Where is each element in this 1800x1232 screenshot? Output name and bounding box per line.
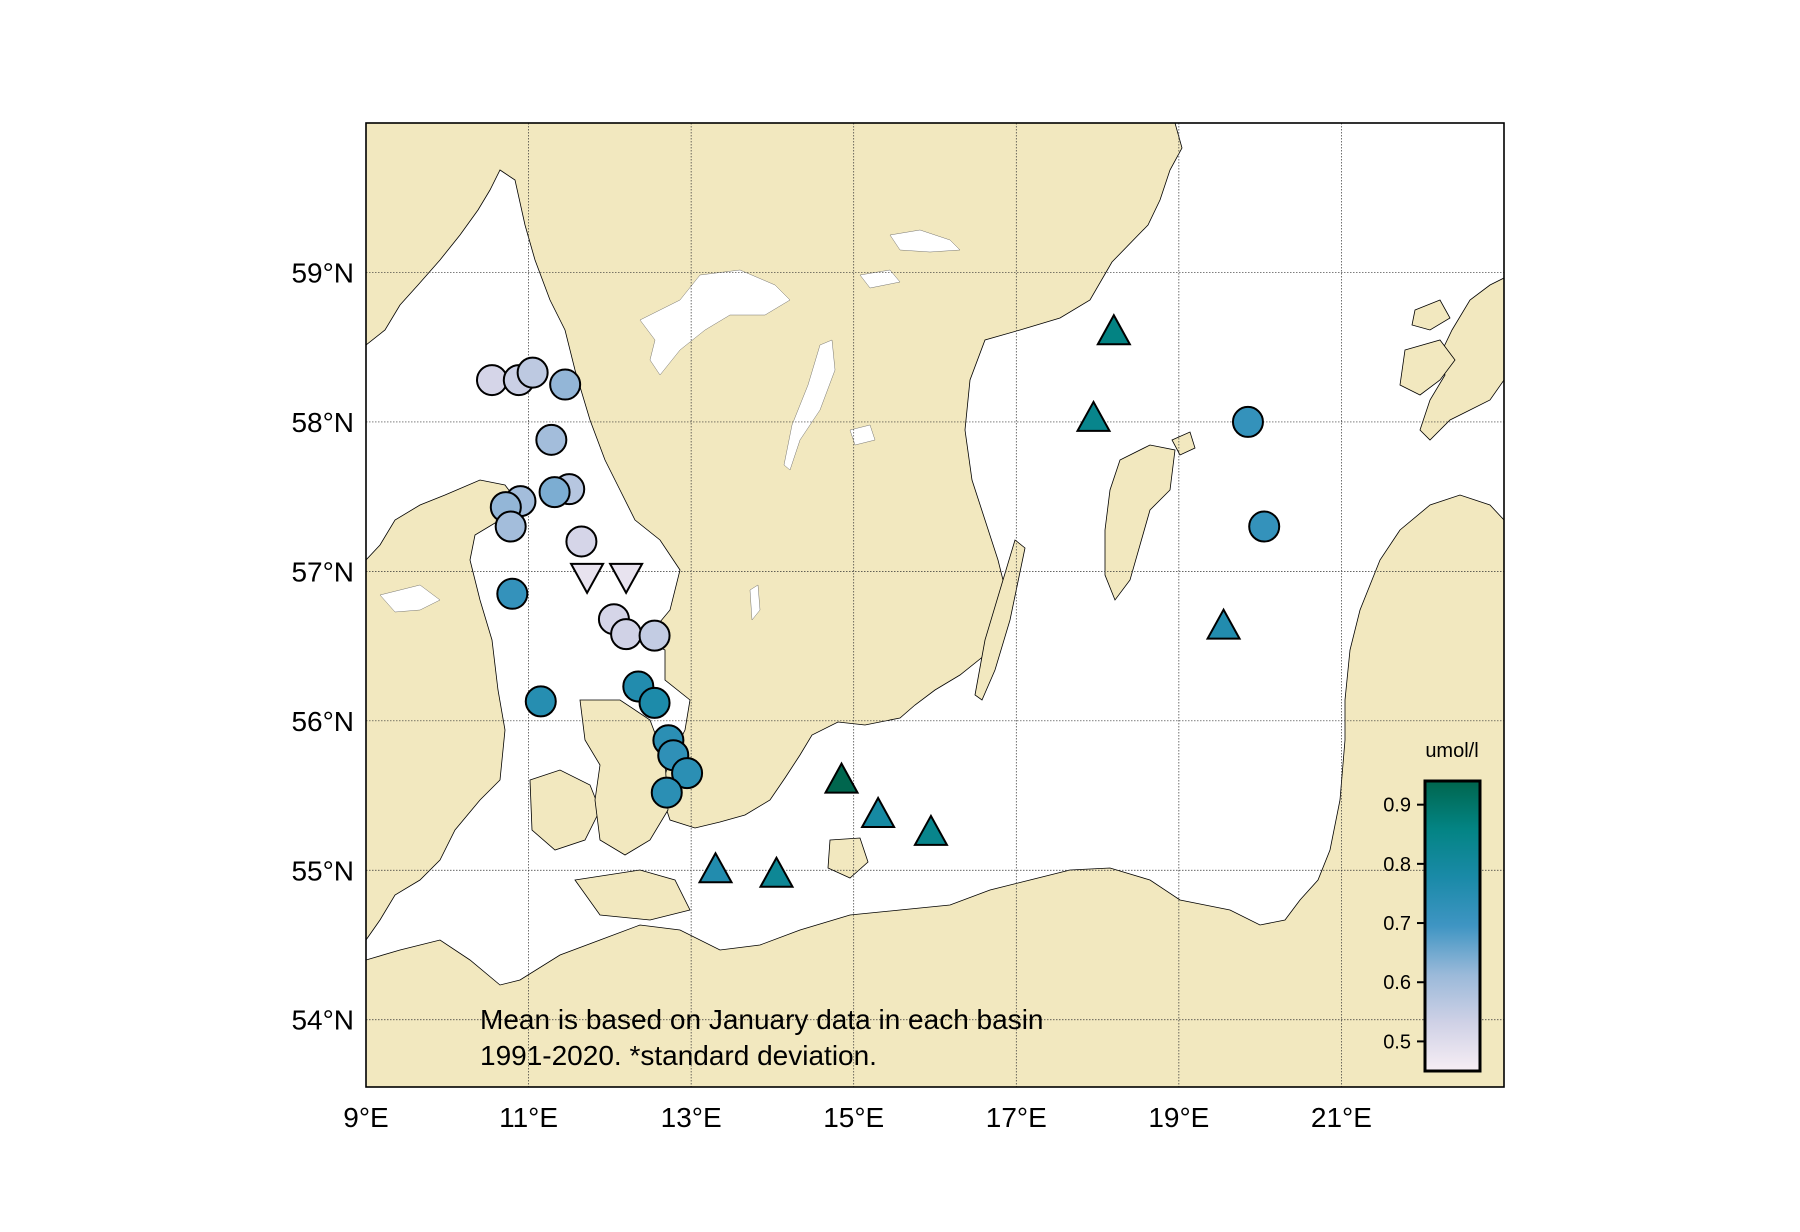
lake-hjalmaren bbox=[859, 269, 901, 289]
station-circle bbox=[475, 364, 508, 397]
station-circle bbox=[535, 423, 568, 456]
lake-vattern bbox=[783, 339, 836, 471]
station-circle bbox=[671, 757, 704, 790]
lon-tick-label: 17°E bbox=[986, 1102, 1047, 1133]
land-faro bbox=[1171, 431, 1196, 456]
station-circle bbox=[516, 356, 549, 389]
colorbar-tick-label: 0.5 bbox=[1383, 1031, 1411, 1053]
station-circle bbox=[1231, 405, 1264, 438]
colorbar-title: umol/l bbox=[1425, 740, 1478, 762]
land-south-coast bbox=[366, 494, 1504, 1087]
lake-limfjord bbox=[379, 584, 441, 613]
land-estonia bbox=[1419, 277, 1504, 441]
station-circle bbox=[524, 685, 557, 718]
station-circle bbox=[549, 368, 582, 401]
map-content bbox=[366, 123, 1504, 1087]
station-circle bbox=[496, 577, 529, 610]
lat-tick-label: 55°N bbox=[291, 855, 354, 886]
lon-tick-label: 15°E bbox=[823, 1102, 884, 1133]
latitude-labels: 54°N 55°N 56°N 57°N 58°N 59°N bbox=[291, 257, 354, 1035]
lat-tick-label: 59°N bbox=[291, 257, 354, 288]
land-layer bbox=[366, 123, 1504, 1087]
stations-layer bbox=[475, 313, 1281, 888]
colorbar: umol/l 0.5 0.6 0.7 0.8 0.9 bbox=[1383, 740, 1482, 1073]
lat-tick-label: 56°N bbox=[291, 706, 354, 737]
station-circle bbox=[565, 525, 598, 558]
land-saaremaa bbox=[1399, 339, 1456, 396]
station-triangle-up bbox=[823, 761, 860, 794]
longitude-labels: 9°E 11°E 13°E 15°E 17°E 19°E 21°E bbox=[343, 1102, 1372, 1133]
station-triangle-up bbox=[697, 851, 734, 884]
station-triangle-up bbox=[1205, 607, 1242, 640]
lat-tick-label: 54°N bbox=[291, 1005, 354, 1036]
station-circle bbox=[638, 619, 671, 652]
land-scandinavia bbox=[366, 123, 1183, 829]
station-triangle-up bbox=[913, 813, 949, 846]
lon-tick-label: 19°E bbox=[1148, 1102, 1209, 1133]
station-circle bbox=[610, 618, 643, 651]
colorbar-tick-label: 0.7 bbox=[1383, 913, 1411, 935]
lat-tick-label: 57°N bbox=[291, 556, 354, 587]
colorbar-tick-label: 0.8 bbox=[1383, 854, 1411, 876]
station-triangle-up bbox=[758, 855, 795, 888]
lake-malaren bbox=[889, 229, 961, 253]
lon-tick-label: 9°E bbox=[343, 1102, 388, 1133]
station-triangle-up bbox=[1096, 313, 1132, 346]
colorbar-ticks: 0.5 0.6 0.7 0.8 0.9 bbox=[1383, 795, 1425, 1053]
lon-tick-label: 13°E bbox=[661, 1102, 722, 1133]
station-circle bbox=[638, 686, 671, 719]
note-line-1: Mean is based on January data in each ba… bbox=[480, 1004, 1044, 1035]
station-circle bbox=[650, 776, 683, 809]
station-circle bbox=[494, 510, 527, 543]
land-gotland bbox=[1104, 444, 1176, 601]
colorbar-tick-label: 0.9 bbox=[1383, 795, 1411, 817]
note-line-2: 1991-2020. *standard deviation. bbox=[480, 1040, 877, 1071]
land-oland bbox=[974, 539, 1026, 701]
land-funen bbox=[529, 769, 601, 851]
lake-small-1 bbox=[749, 584, 761, 621]
lat-tick-label: 58°N bbox=[291, 407, 354, 438]
lakes-layer bbox=[379, 229, 961, 621]
station-circle bbox=[1248, 510, 1281, 543]
land-zealand bbox=[579, 699, 669, 856]
map-frame bbox=[365, 122, 1505, 1088]
station-triangle-up bbox=[1075, 399, 1112, 432]
lon-tick-label: 21°E bbox=[1311, 1102, 1372, 1133]
colorbar-tick-label: 0.6 bbox=[1383, 972, 1411, 994]
station-triangle-down bbox=[569, 562, 605, 595]
lon-tick-label: 11°E bbox=[499, 1102, 558, 1133]
colorbar-bar bbox=[1423, 779, 1482, 1073]
lake-vanern bbox=[639, 269, 791, 376]
graticule bbox=[366, 123, 1504, 1087]
land-hiiumaa bbox=[1411, 299, 1451, 331]
station-triangle-up bbox=[860, 795, 896, 828]
station-triangle-down bbox=[608, 562, 644, 595]
station-circle bbox=[538, 476, 571, 509]
lake-small-2 bbox=[849, 424, 876, 446]
